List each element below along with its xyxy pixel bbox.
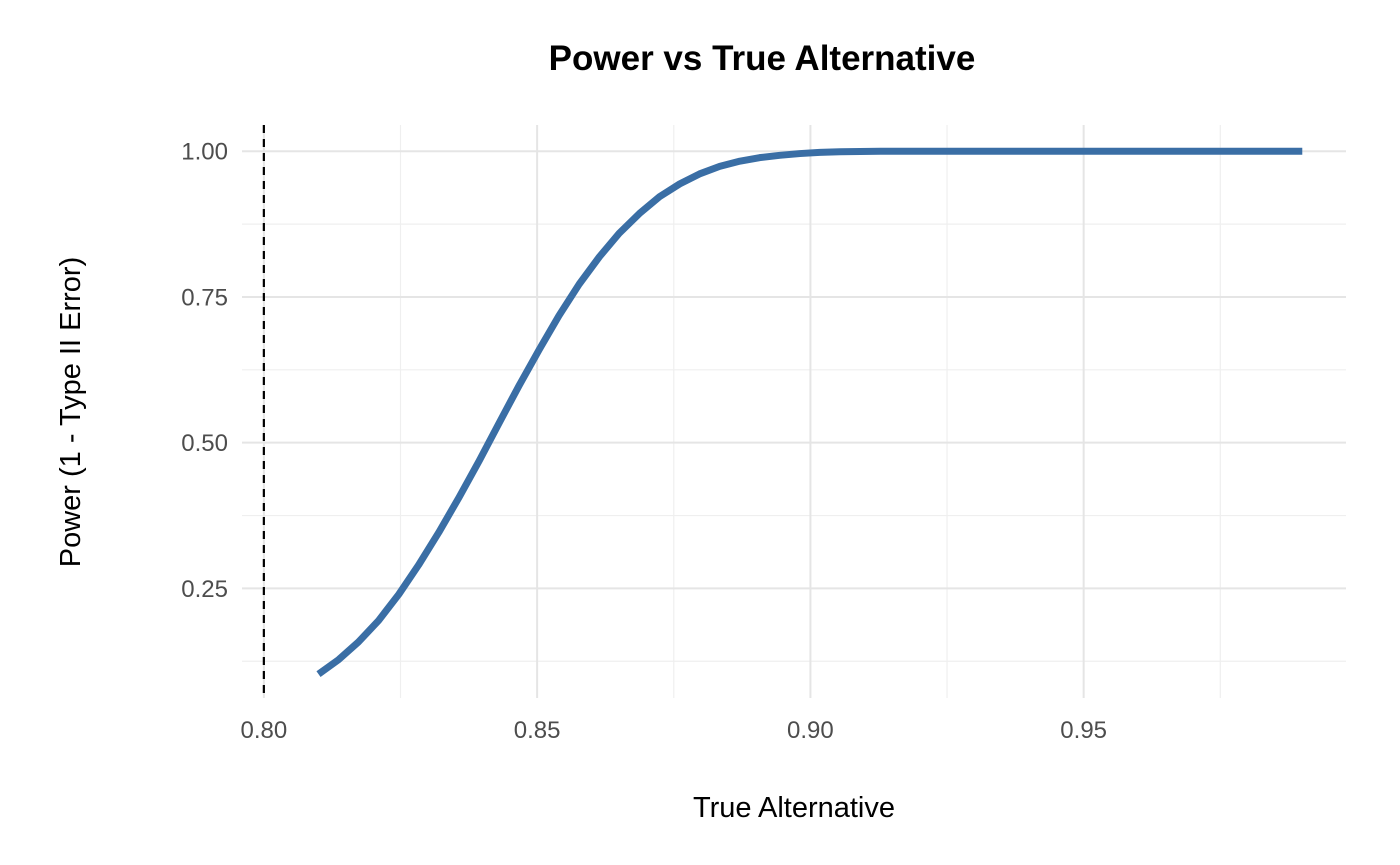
y-axis-tick-labels: 0.25 0.50 0.75 1.00: [181, 139, 228, 603]
y-axis-title: Power (1 - Type II Error): [55, 257, 87, 568]
y-tick-label-0: 0.25: [181, 576, 228, 603]
y-tick-label-2: 0.75: [181, 284, 228, 311]
x-tick-label-0: 0.80: [241, 717, 288, 744]
x-axis-title: True Alternative: [693, 792, 895, 824]
x-tick-label-2: 0.90: [787, 717, 834, 744]
y-tick-label-3: 1.00: [181, 139, 228, 166]
x-axis-tick-labels: 0.80 0.85 0.90 0.95: [241, 717, 1108, 744]
y-tick-label-1: 0.50: [181, 430, 228, 457]
power-curve: [316, 147, 1303, 677]
chart-title: Power vs True Alternative: [549, 39, 976, 78]
x-tick-label-1: 0.85: [514, 717, 561, 744]
major-gridlines: [242, 125, 1346, 698]
minor-gridlines: [242, 125, 1346, 698]
x-tick-label-3: 0.95: [1060, 717, 1107, 744]
